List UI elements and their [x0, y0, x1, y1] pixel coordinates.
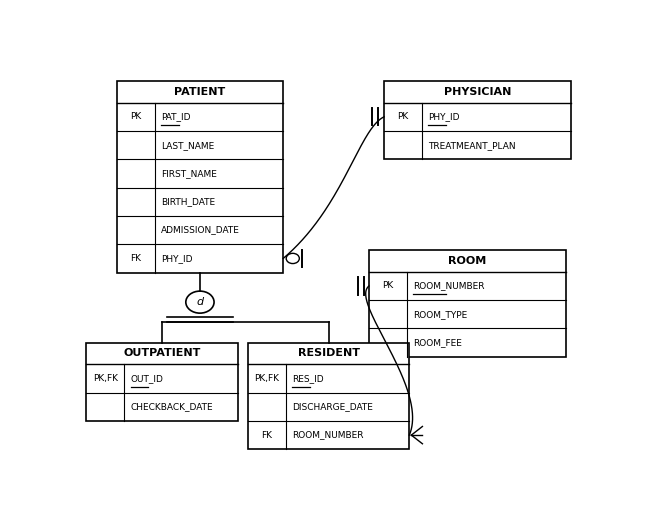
Bar	[248, 343, 409, 449]
Text: PHYSICIAN: PHYSICIAN	[444, 87, 511, 97]
Text: ROOM_FEE: ROOM_FEE	[413, 338, 462, 347]
Text: OUT_ID: OUT_ID	[131, 374, 163, 383]
Text: DISCHARGE_DATE: DISCHARGE_DATE	[292, 402, 373, 411]
Text: LAST_NAME: LAST_NAME	[161, 141, 214, 150]
Text: ROOM_TYPE: ROOM_TYPE	[413, 310, 467, 319]
Text: PK,FK: PK,FK	[255, 374, 279, 383]
Bar	[369, 250, 566, 357]
Text: CHECKBACK_DATE: CHECKBACK_DATE	[131, 402, 214, 411]
Text: FIRST_NAME: FIRST_NAME	[161, 169, 217, 178]
Text: PK: PK	[130, 112, 141, 121]
Text: BIRTH_DATE: BIRTH_DATE	[161, 197, 215, 206]
Text: PK: PK	[397, 112, 409, 121]
Text: ROOM_NUMBER: ROOM_NUMBER	[413, 282, 485, 290]
Text: PHY_ID: PHY_ID	[428, 112, 460, 121]
Text: PAT_ID: PAT_ID	[161, 112, 191, 121]
Text: ADMISSION_DATE: ADMISSION_DATE	[161, 226, 240, 235]
Text: RESIDENT: RESIDENT	[298, 349, 359, 359]
Text: FK: FK	[130, 254, 141, 263]
Text: PK,FK: PK,FK	[93, 374, 118, 383]
Text: d: d	[197, 297, 204, 307]
Text: ROOM_NUMBER: ROOM_NUMBER	[292, 431, 364, 439]
Text: RES_ID: RES_ID	[292, 374, 324, 383]
Text: TREATMEANT_PLAN: TREATMEANT_PLAN	[428, 141, 516, 150]
Bar	[384, 81, 571, 159]
Text: ROOM: ROOM	[448, 256, 486, 266]
Text: OUTPATIENT: OUTPATIENT	[124, 349, 201, 359]
Text: FK: FK	[261, 431, 272, 439]
Bar	[87, 343, 238, 421]
Text: PK: PK	[382, 282, 393, 290]
Text: PATIENT: PATIENT	[174, 87, 225, 97]
Bar	[117, 81, 283, 272]
Text: PHY_ID: PHY_ID	[161, 254, 193, 263]
